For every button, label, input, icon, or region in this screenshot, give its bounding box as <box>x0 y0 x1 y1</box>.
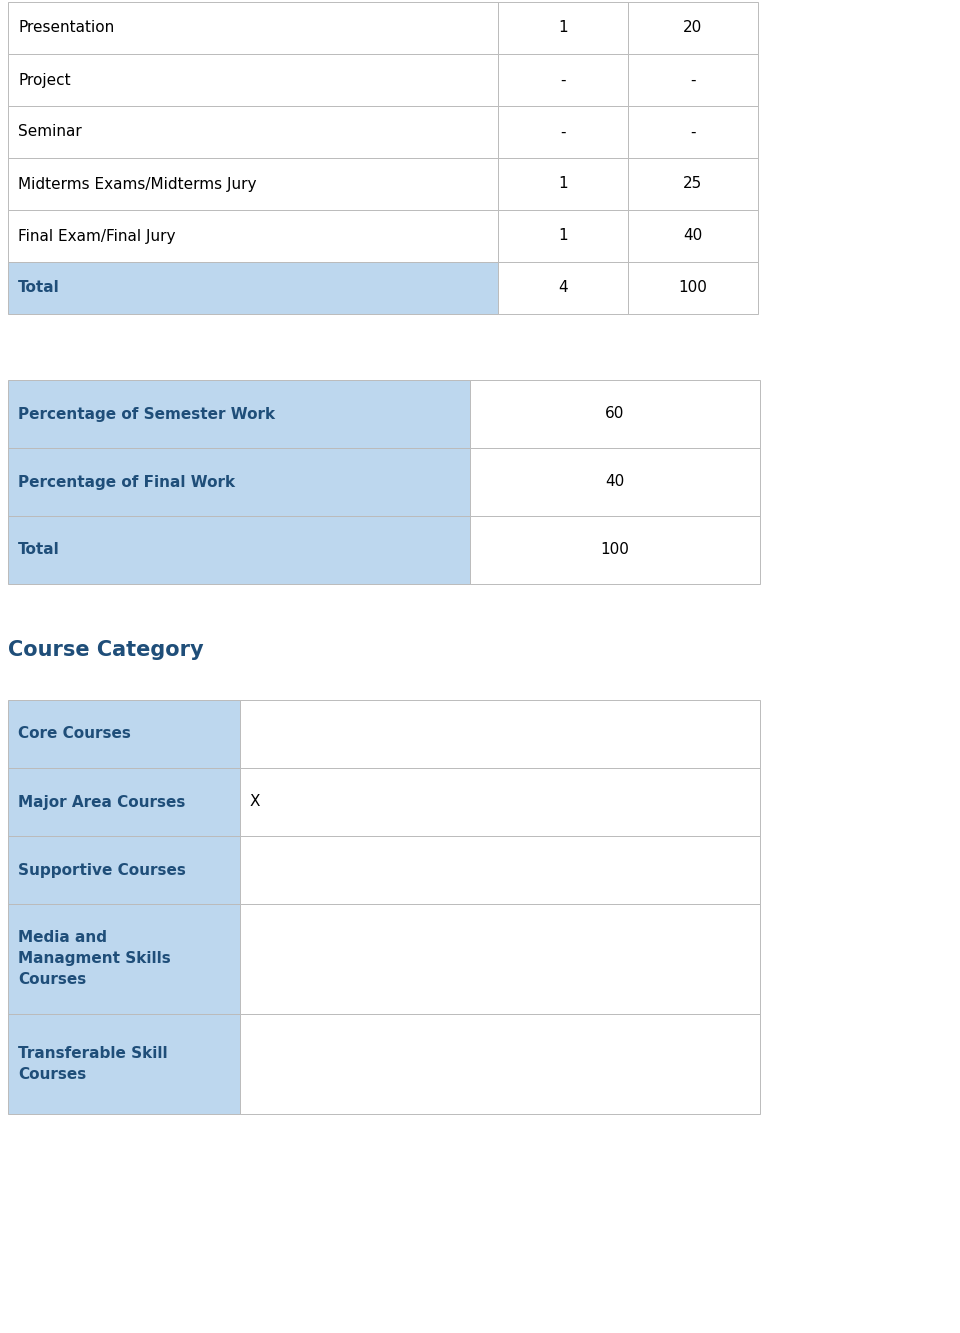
Text: X: X <box>250 794 260 809</box>
Bar <box>8 211 498 263</box>
Text: Presentation: Presentation <box>18 20 114 36</box>
Bar <box>628 263 758 315</box>
Bar <box>498 263 628 315</box>
Text: 1: 1 <box>558 20 567 36</box>
Bar <box>628 55 758 107</box>
Text: Major Area Courses: Major Area Courses <box>18 794 185 809</box>
Bar <box>8 3 498 55</box>
Text: -: - <box>690 124 696 140</box>
Bar <box>498 159 628 211</box>
Bar <box>8 263 498 315</box>
Bar <box>628 159 758 211</box>
Text: Percentage of Final Work: Percentage of Final Work <box>18 475 235 489</box>
Text: Project: Project <box>18 72 71 88</box>
Bar <box>8 768 240 836</box>
Bar <box>498 55 628 107</box>
Bar <box>8 448 470 516</box>
Text: 100: 100 <box>601 543 630 557</box>
Bar <box>470 380 760 448</box>
Bar <box>8 107 498 159</box>
Bar <box>240 904 760 1014</box>
Bar <box>8 836 240 904</box>
Bar <box>8 380 470 448</box>
Bar <box>240 700 760 768</box>
Bar <box>240 768 760 836</box>
Text: -: - <box>561 124 565 140</box>
Bar <box>628 211 758 263</box>
Bar <box>240 836 760 904</box>
Text: Percentage of Semester Work: Percentage of Semester Work <box>18 407 276 421</box>
Bar <box>470 448 760 516</box>
Text: 100: 100 <box>679 280 708 296</box>
Bar <box>628 3 758 55</box>
Text: -: - <box>561 72 565 88</box>
Text: Media and
Managment Skills
Courses: Media and Managment Skills Courses <box>18 930 171 988</box>
Bar <box>8 1014 240 1114</box>
Text: Course Category: Course Category <box>8 640 204 660</box>
Text: Midterms Exams/Midterms Jury: Midterms Exams/Midterms Jury <box>18 176 256 192</box>
Bar <box>8 516 470 584</box>
Bar <box>8 55 498 107</box>
Bar <box>498 3 628 55</box>
Text: 4: 4 <box>558 280 567 296</box>
Bar <box>8 159 498 211</box>
Text: Seminar: Seminar <box>18 124 82 140</box>
Text: 20: 20 <box>684 20 703 36</box>
Bar <box>240 1014 760 1114</box>
Text: 40: 40 <box>684 228 703 244</box>
Text: Core Courses: Core Courses <box>18 726 131 741</box>
Text: 25: 25 <box>684 176 703 192</box>
Text: 40: 40 <box>606 475 625 489</box>
Text: Transferable Skill
Courses: Transferable Skill Courses <box>18 1046 168 1082</box>
Text: Final Exam/Final Jury: Final Exam/Final Jury <box>18 228 176 244</box>
Bar <box>8 700 240 768</box>
Bar <box>8 904 240 1014</box>
Bar <box>470 516 760 584</box>
Bar <box>498 211 628 263</box>
Text: Supportive Courses: Supportive Courses <box>18 862 186 877</box>
Text: 1: 1 <box>558 176 567 192</box>
Bar <box>628 107 758 159</box>
Text: Total: Total <box>18 280 60 296</box>
Text: Total: Total <box>18 543 60 557</box>
Text: -: - <box>690 72 696 88</box>
Bar <box>498 107 628 159</box>
Text: 60: 60 <box>606 407 625 421</box>
Text: 1: 1 <box>558 228 567 244</box>
